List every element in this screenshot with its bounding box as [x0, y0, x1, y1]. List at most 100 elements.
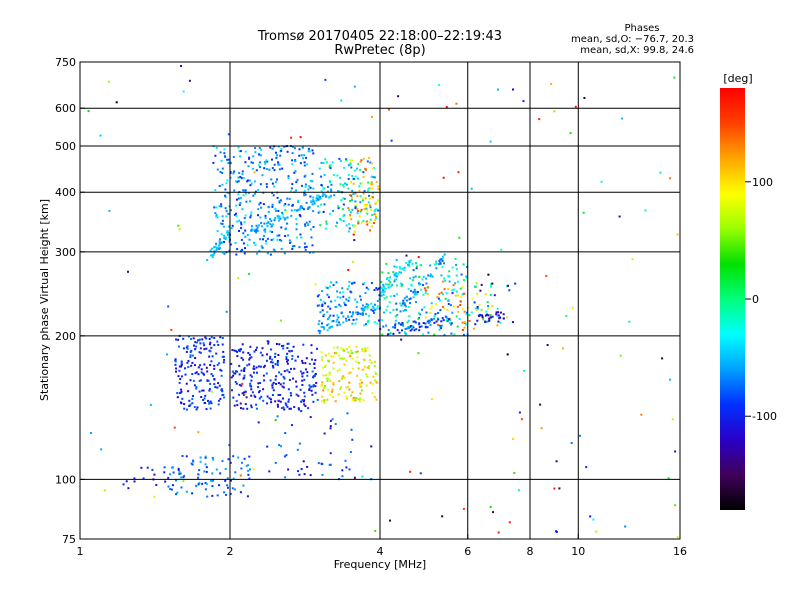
- echo-point: [352, 311, 355, 314]
- echo-point: [384, 287, 387, 290]
- echo-point: [328, 180, 331, 183]
- echo-point: [249, 200, 251, 203]
- echo-point: [258, 390, 261, 392]
- echo-point: [313, 367, 316, 370]
- echo-point: [364, 349, 367, 352]
- echo-point: [233, 189, 236, 192]
- echo-point: [382, 289, 384, 292]
- echo-point: [276, 214, 279, 217]
- echo-point: [232, 374, 235, 377]
- echo-point: [398, 266, 401, 269]
- echo-point: [266, 359, 268, 362]
- echo-point: [439, 299, 442, 302]
- echo-point: [287, 388, 290, 391]
- echo-point: [224, 238, 227, 241]
- echo-point: [266, 237, 269, 240]
- echo-point: [203, 348, 206, 351]
- echo-point: [348, 227, 351, 230]
- echo-point: [222, 225, 225, 228]
- echo-point: [347, 351, 350, 354]
- echo-point: [359, 312, 362, 315]
- echo-point: [502, 313, 505, 316]
- echo-point: [301, 379, 304, 382]
- echo-point: [433, 263, 436, 266]
- echo-point: [455, 268, 458, 271]
- echo-point: [174, 358, 177, 361]
- echo-point: [253, 350, 256, 353]
- echo-point: [298, 246, 301, 249]
- echo-point: [390, 139, 393, 142]
- echo-point: [409, 302, 411, 305]
- echo-point: [345, 360, 348, 362]
- echo-point: [232, 396, 235, 399]
- echo-point: [204, 456, 207, 459]
- echo-point: [259, 216, 262, 219]
- echo-point: [215, 146, 218, 149]
- echo-point: [233, 349, 236, 352]
- echo-point: [248, 238, 251, 241]
- echo-point: [235, 253, 238, 256]
- echo-point: [153, 473, 156, 476]
- echo-point: [197, 431, 200, 434]
- echo-point: [248, 353, 251, 356]
- echo-point: [234, 381, 237, 383]
- echo-point: [355, 311, 357, 314]
- echo-point: [267, 221, 270, 223]
- echo-point: [240, 407, 242, 410]
- echo-point: [284, 228, 287, 231]
- echo-point: [245, 464, 248, 467]
- echo-point: [250, 229, 252, 232]
- echo-point: [264, 214, 267, 217]
- echo-point: [230, 227, 233, 230]
- echo-point: [480, 283, 483, 286]
- echo-point: [215, 352, 218, 355]
- echo-point: [435, 267, 438, 270]
- echo-point: [133, 477, 136, 480]
- echo-point: [418, 275, 421, 278]
- echo-point: [365, 220, 368, 223]
- echo-point: [241, 461, 243, 464]
- echo-point: [230, 362, 233, 365]
- echo-point: [314, 283, 317, 286]
- echo-point: [351, 199, 353, 202]
- echo-point: [224, 207, 227, 210]
- echo-point: [303, 391, 306, 394]
- echo-point: [387, 108, 390, 111]
- echo-point: [182, 90, 185, 93]
- echo-point: [146, 466, 149, 469]
- echo-point: [192, 395, 194, 397]
- echo-point: [387, 286, 390, 289]
- echo-point: [191, 354, 194, 357]
- echo-point: [366, 209, 369, 212]
- echo-point: [499, 311, 502, 314]
- echo-point: [221, 219, 224, 222]
- echo-point: [571, 307, 574, 310]
- echo-point: [540, 427, 543, 430]
- echo-point: [445, 106, 448, 108]
- echo-point: [218, 384, 221, 387]
- echo-point: [398, 322, 401, 325]
- echo-point: [274, 461, 277, 464]
- echo-point: [247, 473, 250, 476]
- echo-point: [348, 280, 351, 283]
- echo-point: [351, 391, 354, 394]
- echo-point: [277, 216, 280, 219]
- echo-point: [177, 467, 180, 470]
- echo-point: [404, 305, 407, 308]
- echo-point: [249, 214, 252, 217]
- echo-point: [317, 462, 320, 465]
- echo-point: [447, 274, 450, 277]
- echo-point: [270, 401, 273, 404]
- echo-point: [346, 288, 349, 291]
- echo-point: [441, 260, 444, 262]
- echo-point: [203, 402, 206, 404]
- echo-point: [438, 324, 441, 327]
- echo-point: [237, 180, 240, 183]
- echo-point: [362, 157, 365, 160]
- echo-point: [327, 296, 330, 299]
- echo-point: [348, 388, 351, 391]
- echo-point: [322, 192, 325, 195]
- echo-point: [332, 382, 335, 384]
- echo-point: [318, 320, 321, 323]
- echo-point: [405, 254, 408, 257]
